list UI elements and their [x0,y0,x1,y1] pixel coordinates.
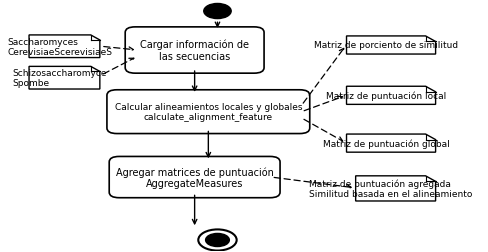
Polygon shape [356,176,436,201]
Text: Calcular alineamientos locales y globales
calculate_alignment_feature: Calcular alineamientos locales y globale… [115,103,302,122]
Text: Matriz de puntuación agregada
Similitud basada en el alineamiento: Matriz de puntuación agregada Similitud … [309,179,472,199]
FancyBboxPatch shape [109,157,280,198]
FancyBboxPatch shape [125,28,264,74]
Text: Cargar información de
las secuencias: Cargar información de las secuencias [140,40,249,62]
Polygon shape [29,67,100,90]
Text: Matriz de porciento de similitud: Matriz de porciento de similitud [314,41,458,50]
Circle shape [204,5,231,19]
Polygon shape [346,135,436,152]
Polygon shape [346,87,436,105]
Circle shape [205,234,229,246]
FancyBboxPatch shape [107,90,310,134]
Text: Agregar matrices de puntuación
AggregateMeasures: Agregar matrices de puntuación Aggregate… [116,166,274,188]
Text: Saccharomyces
CerevisiaeScerevisiaeS: Saccharomyces CerevisiaeScerevisiaeS [7,37,112,57]
Polygon shape [29,36,100,58]
Polygon shape [346,37,436,55]
Text: Matriz de puntuación local: Matriz de puntuación local [326,91,446,101]
Text: Matriz de puntuación global: Matriz de puntuación global [323,139,449,148]
Text: Schizosaccharomyce
Spombe: Schizosaccharomyce Spombe [13,69,107,88]
